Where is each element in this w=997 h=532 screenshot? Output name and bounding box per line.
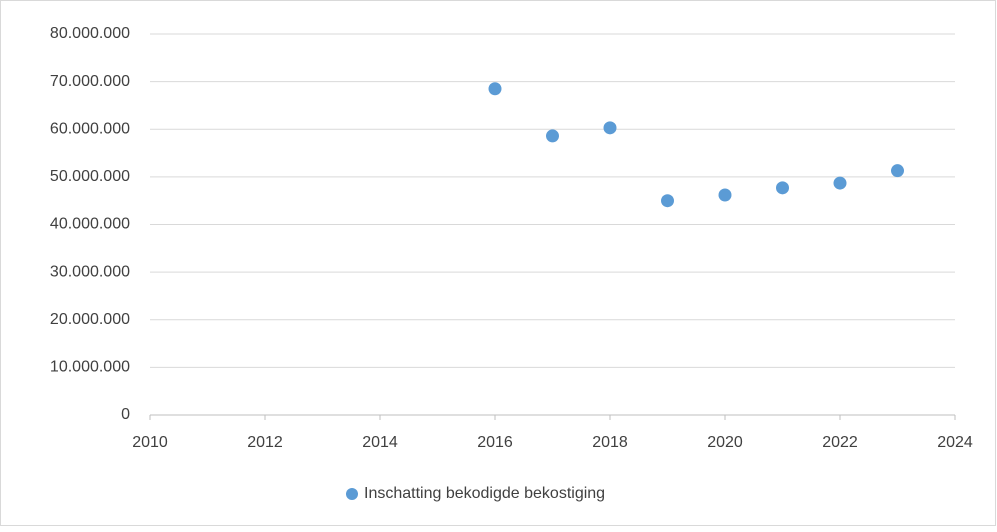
y-tick-label: 70.000.000 — [50, 73, 130, 90]
x-tick-label: 2018 — [592, 434, 628, 451]
y-tick-label: 50.000.000 — [50, 168, 130, 185]
point — [661, 194, 674, 208]
y-tick-label: 30.000.000 — [50, 263, 130, 280]
y-tick-label: 80.000.000 — [50, 25, 130, 42]
y-tick-label: 60.000.000 — [50, 120, 130, 137]
y-tick-label: 40.000.000 — [50, 216, 130, 233]
x-tick-label: 2014 — [362, 434, 398, 451]
legend-label: Inschatting bekodigde bekostiging — [364, 485, 605, 502]
y-tick-label: 20.000.000 — [50, 311, 130, 328]
legend-marker — [346, 488, 358, 500]
point — [488, 82, 502, 96]
x-tick-label: 2024 — [937, 434, 973, 451]
x-tick-label: 2022 — [822, 434, 858, 451]
point — [833, 176, 847, 190]
y-tick-label: 0 — [121, 406, 130, 423]
point — [891, 164, 904, 178]
point — [776, 181, 789, 195]
x-tick-label: 2010 — [132, 434, 168, 451]
x-tick-label: 2016 — [477, 434, 513, 451]
x-tick-label: 2020 — [707, 434, 743, 451]
x-tick-label: 2012 — [247, 434, 283, 451]
y-tick-label: 10.000.000 — [50, 359, 130, 376]
point — [546, 129, 559, 143]
point — [718, 188, 732, 202]
point — [603, 121, 617, 135]
